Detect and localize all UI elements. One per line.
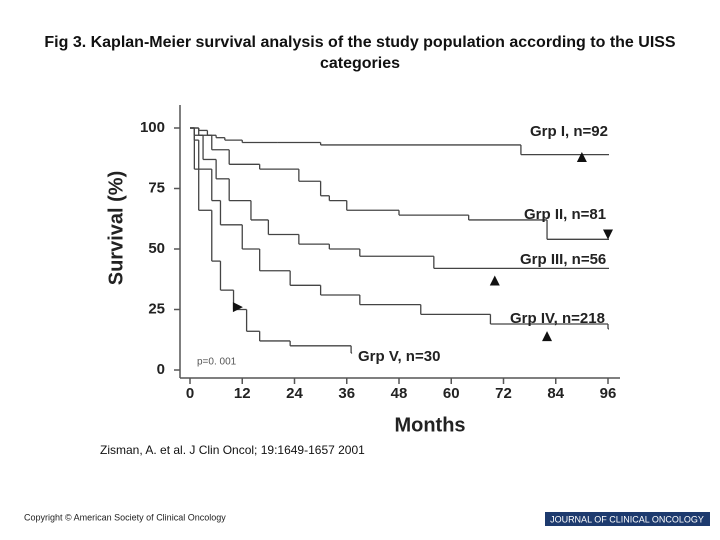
citation: Zisman, A. et al. J Clin Oncol; 19:1649-… (100, 443, 365, 457)
median-marker (489, 275, 500, 286)
median-marker (232, 302, 243, 313)
median-marker (542, 331, 553, 342)
x-axis-label: Months (394, 414, 465, 436)
x-tick-label: 12 (234, 385, 251, 402)
x-tick-label: 24 (286, 385, 303, 402)
x-tick-label: 48 (391, 385, 408, 402)
x-tick-label: 36 (338, 385, 355, 402)
y-tick-label: 100 (140, 119, 165, 136)
series-label: Grp V, n=30 (358, 348, 440, 365)
journal-name: JOURNAL OF CLINICAL ONCOLOGY (550, 514, 704, 524)
journal-logo (545, 512, 710, 526)
slide-title: Fig 3. Kaplan-Meier survival analysis of… (44, 34, 676, 72)
series-label: Grp II, n=81 (524, 206, 606, 223)
copyright: Copyright © American Society of Clinical… (24, 512, 226, 522)
x-tick-label: 72 (495, 385, 512, 402)
p-value: p=0. 001 (197, 357, 237, 368)
y-tick-label: 0 (157, 361, 165, 378)
median-marker (576, 152, 587, 163)
x-tick-label: 84 (547, 385, 564, 402)
x-tick-label: 0 (186, 385, 194, 402)
x-tick-label: 96 (600, 385, 617, 402)
y-tick-label: 75 (148, 179, 165, 196)
y-tick-label: 50 (148, 240, 165, 257)
median-marker (603, 229, 613, 240)
series-label: Grp III, n=56 (520, 251, 606, 268)
y-tick-label: 25 (148, 300, 165, 317)
series-label: Grp I, n=92 (530, 123, 608, 140)
x-tick-label: 60 (443, 385, 460, 402)
y-axis-label: Survival (%) (105, 171, 127, 285)
series-label: Grp IV, n=218 (510, 310, 605, 327)
